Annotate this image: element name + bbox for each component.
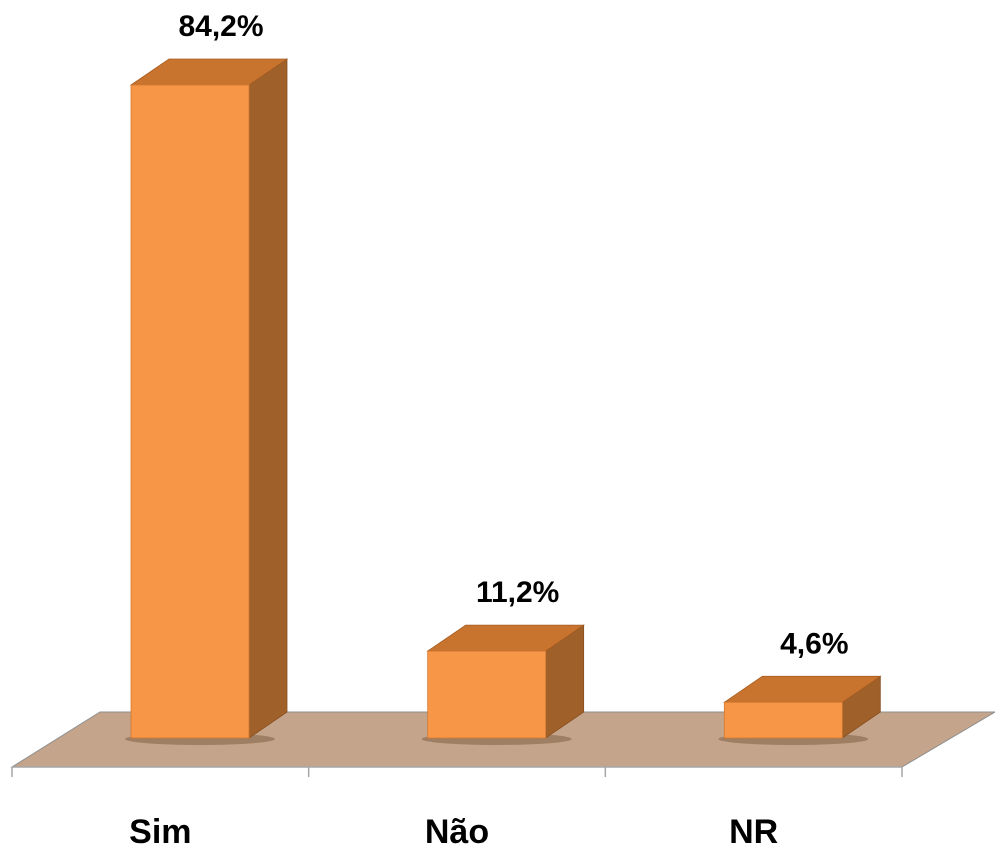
bar-sim	[125, 58, 289, 745]
category-labels-group: Sim Não NR	[129, 813, 778, 851]
data-label-nao: 11,2%	[476, 576, 559, 609]
x-axis-ticks	[11, 767, 903, 777]
bar-nr	[718, 675, 882, 745]
category-label-nao: Não	[425, 813, 489, 851]
bar-side-face	[248, 58, 288, 739]
data-label-sim: 84,2%	[178, 10, 263, 43]
bars-group	[125, 58, 882, 745]
bar-front-face	[427, 650, 547, 739]
data-label-nr: 4,6%	[780, 627, 848, 660]
bar-front-face	[723, 701, 843, 739]
category-label-nr: NR	[729, 813, 778, 851]
category-label-sim: Sim	[129, 813, 191, 851]
data-labels-group: 84,2% 11,2% 4,6%	[178, 10, 848, 660]
bar-front-face	[130, 84, 250, 739]
bar-nao	[421, 624, 585, 745]
